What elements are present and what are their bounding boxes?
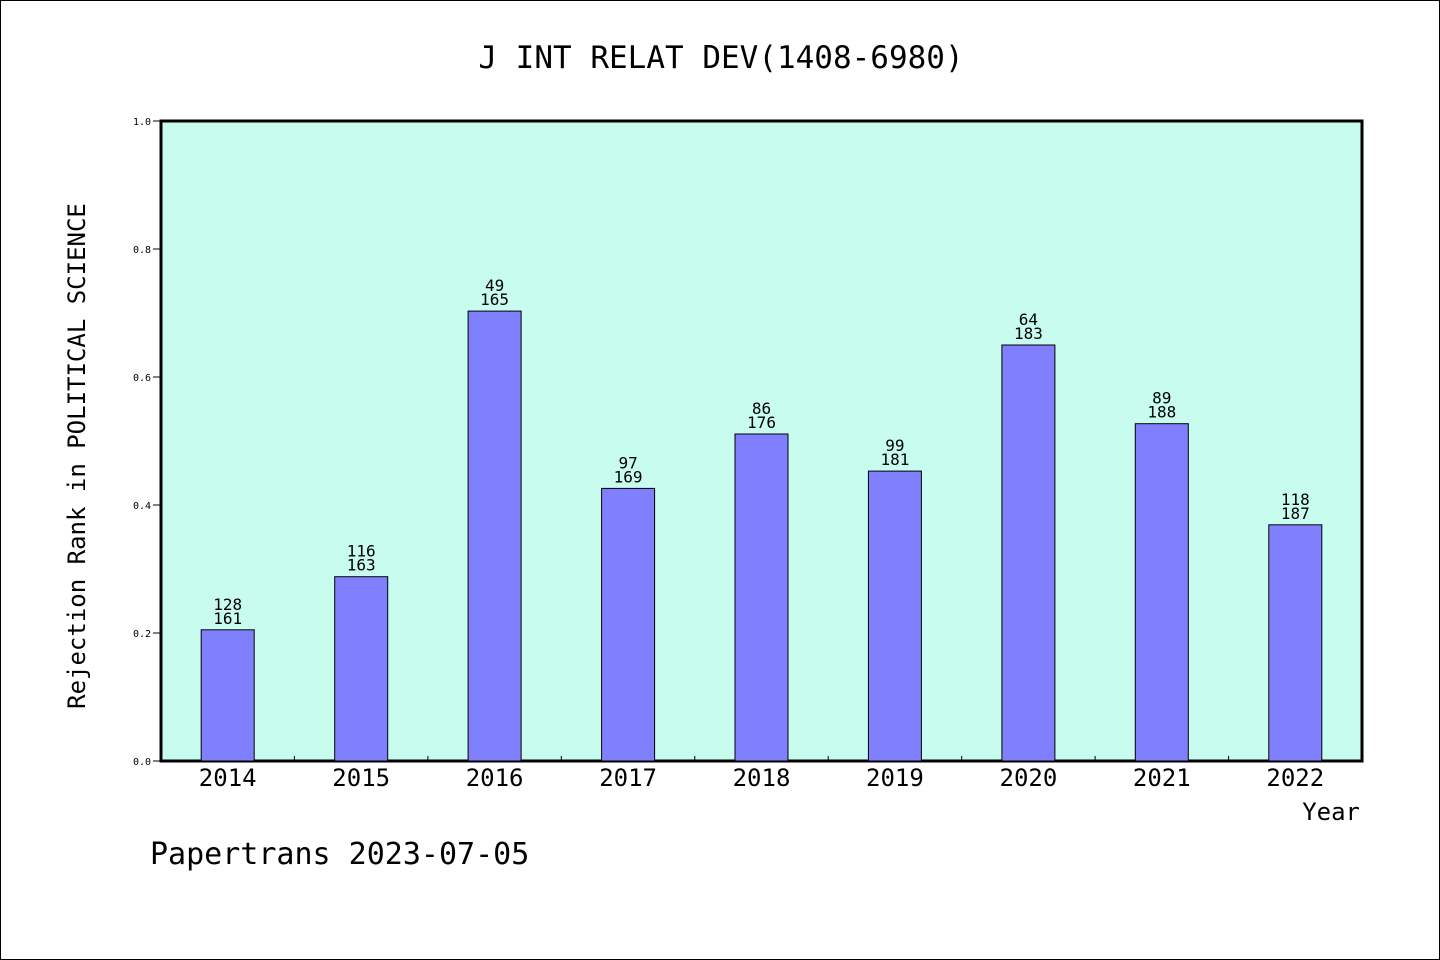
bar-label-top-2014: 128	[213, 595, 242, 614]
x-tick-label-2017: 2017	[599, 764, 657, 792]
bar-label-top-2019: 99	[885, 436, 904, 455]
bar-label-bottom-2015: 163	[347, 556, 376, 575]
bar-label-top-2020: 64	[1019, 310, 1038, 329]
bar-2014	[200, 629, 255, 762]
x-tick-label-2018: 2018	[733, 764, 791, 792]
bar-label-top-2016: 49	[485, 276, 504, 295]
chart-title: J INT RELAT DEV(1408-6980)	[478, 40, 963, 76]
y-tick-label-2: 0.4	[133, 501, 151, 512]
y-tick-label-5: 1.0	[133, 117, 151, 128]
bar-2016	[467, 310, 522, 762]
bar-2021	[1134, 423, 1189, 762]
bar-label-top-2015: 116	[347, 542, 376, 561]
x-tick-label-2022: 2022	[1266, 764, 1324, 792]
x-tick-label-2014: 2014	[199, 764, 257, 792]
bar-2015	[334, 576, 389, 762]
x-tick-label-2019: 2019	[866, 764, 924, 792]
y-tick-label-1: 0.2	[133, 629, 151, 640]
bars-layer	[200, 310, 1323, 762]
bar-2017	[601, 487, 656, 762]
bar-label-bottom-2017: 169	[614, 467, 643, 486]
bar-label-top-2018: 86	[752, 399, 771, 418]
bar-2022	[1268, 524, 1323, 762]
bar-2020	[1001, 344, 1056, 762]
x-axis: 2014 2015 2016 2017 2018 2019 2020 2021 2022	[199, 756, 1324, 792]
y-axis: 0.0 0.2 0.4 0.6 0.8 1.0	[133, 117, 161, 768]
y-tick-label-0: 0.0	[133, 757, 151, 768]
bar-label-bottom-2022: 187	[1281, 504, 1310, 523]
x-tick-label-2020: 2020	[1000, 764, 1058, 792]
bar-label-bottom-2019: 181	[880, 450, 909, 469]
y-axis-label: Rejection Rank in POLITICAL SCIENCE	[63, 203, 91, 709]
y-tick-label-4: 0.8	[133, 245, 151, 256]
bar-label-top-2021: 89	[1152, 389, 1171, 408]
x-tick-label-2015: 2015	[332, 764, 390, 792]
bar-label-top-2017: 97	[618, 453, 637, 472]
bar-label-bottom-2018: 176	[747, 413, 776, 432]
x-tick-label-2021: 2021	[1133, 764, 1191, 792]
bar-label-bottom-2020: 183	[1014, 324, 1043, 343]
bar-2019	[867, 470, 922, 762]
bar-label-bottom-2014: 161	[213, 609, 242, 628]
bar-label-bottom-2021: 188	[1147, 403, 1176, 422]
footer-credit: Papertrans 2023-07-05	[150, 837, 529, 872]
x-tick-label-2016: 2016	[466, 764, 524, 792]
bar-2018	[734, 433, 789, 762]
bar-label-bottom-2016: 165	[480, 290, 509, 309]
bar-label-top-2022: 118	[1281, 490, 1310, 509]
x-axis-label: Year	[1302, 798, 1360, 826]
y-tick-label-3: 0.6	[133, 373, 151, 384]
bar-labels-layer: 1281611161634916597169861769918164183891…	[213, 276, 1310, 628]
